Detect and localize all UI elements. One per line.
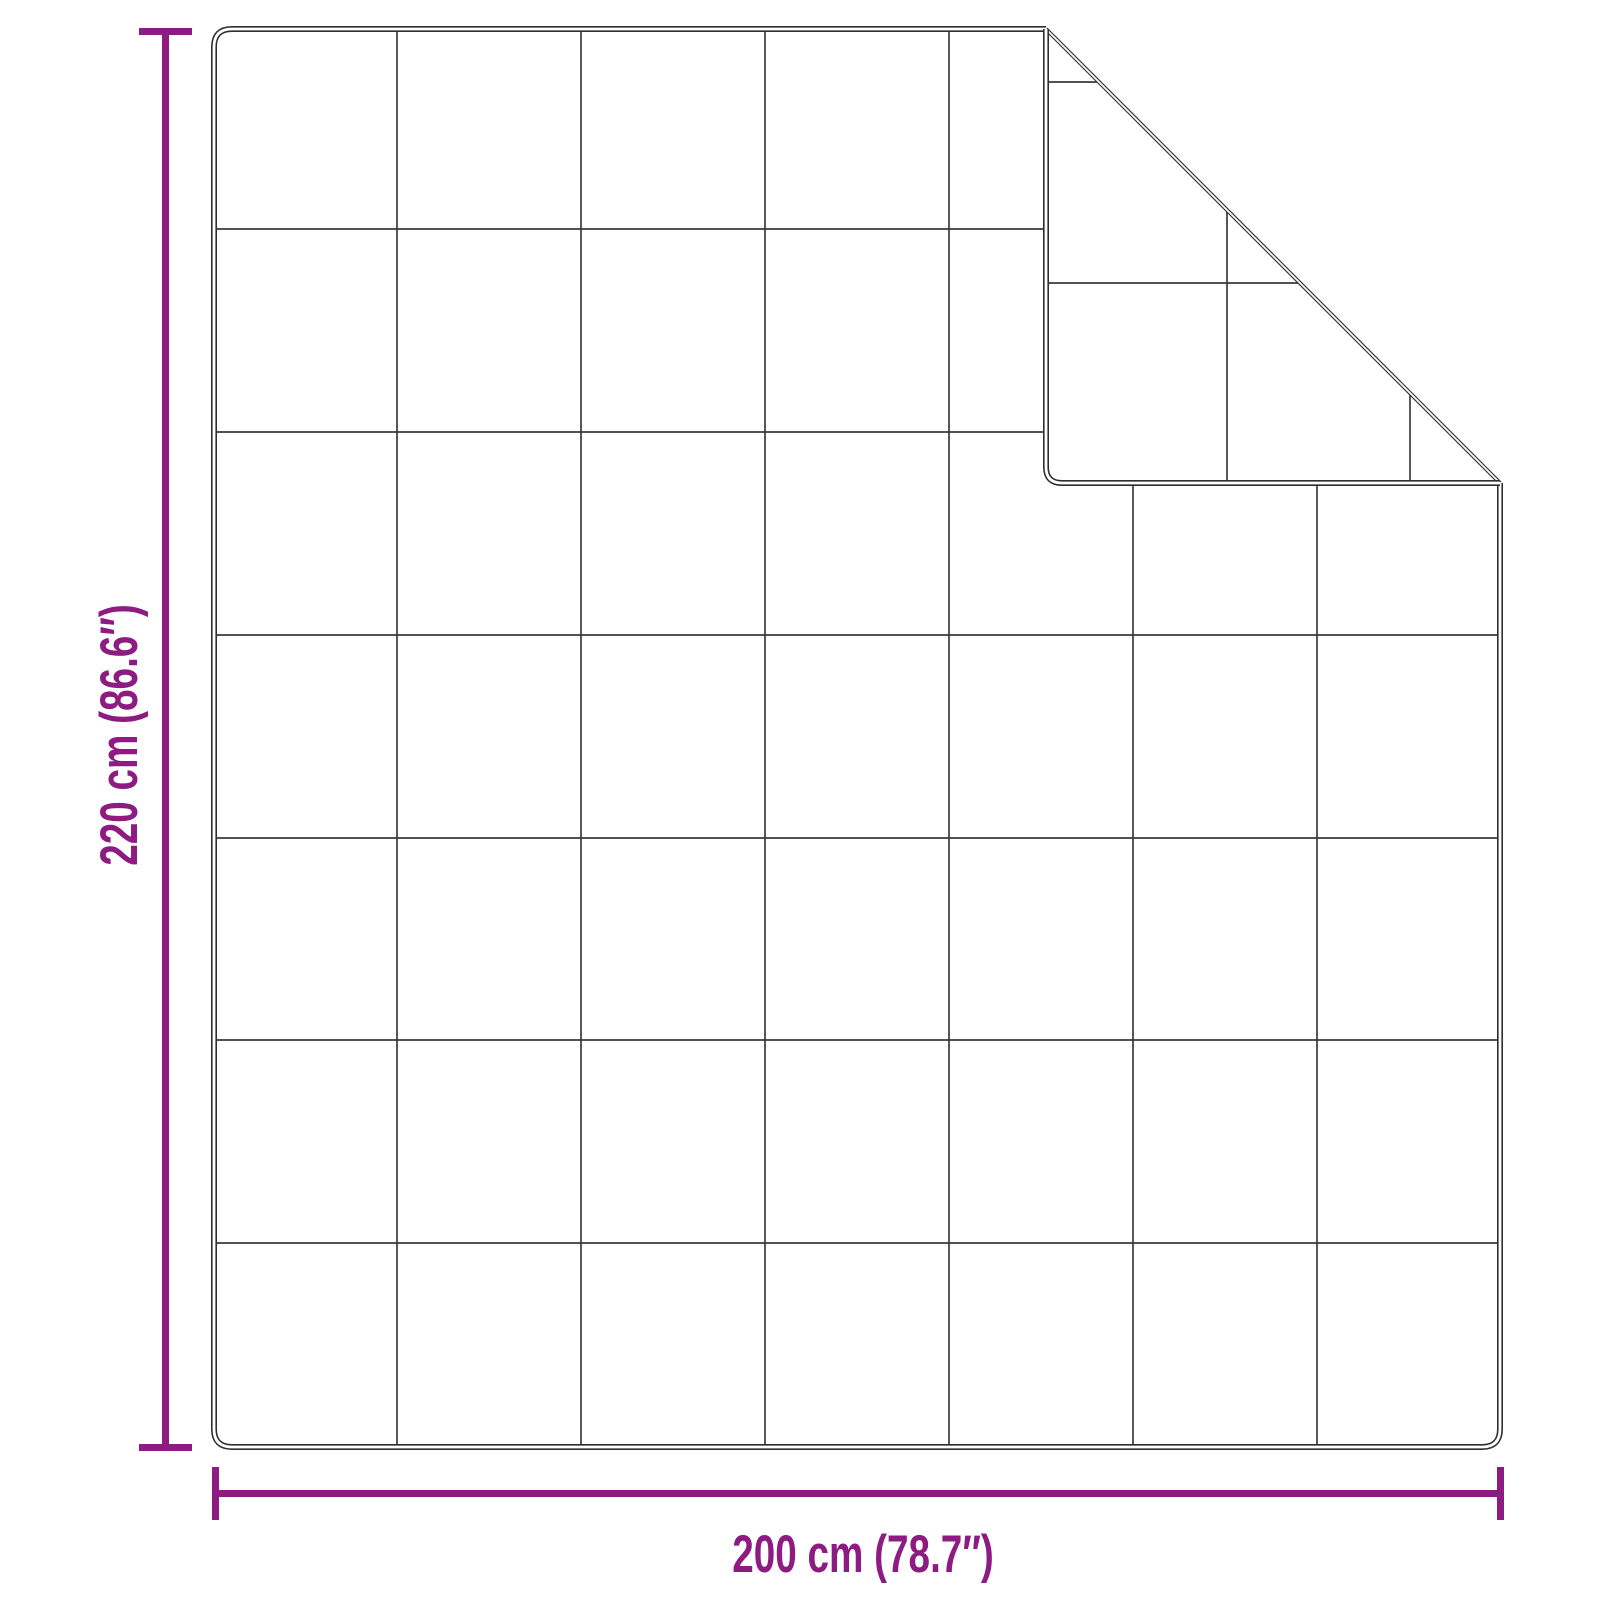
width-dimension-label: 200 cm (78.7″) (732, 1524, 993, 1583)
height-dimension: 220 cm (86.6″) (89, 28, 192, 1451)
flap-quilt-grid (1046, 81, 1411, 483)
height-dimension-top-cap (139, 28, 192, 35)
blanket-edge-inner-gap (212, 27, 1502, 1449)
width-dimension-right-cap (1497, 1467, 1504, 1520)
fold-crease-inner-gap (1045, 28, 1501, 484)
width-dimension-line (212, 1490, 1504, 1497)
width-dimension-left-cap (212, 1467, 219, 1520)
height-dimension-line (162, 28, 169, 1451)
blanket-body (214, 29, 1500, 1447)
height-dimension-label: 220 cm (86.6″) (89, 604, 148, 865)
flap-edge-inner-gap (1044, 29, 1500, 485)
height-dimension-bottom-cap (139, 1444, 192, 1451)
width-dimension: 200 cm (78.7″) (212, 1467, 1504, 1583)
